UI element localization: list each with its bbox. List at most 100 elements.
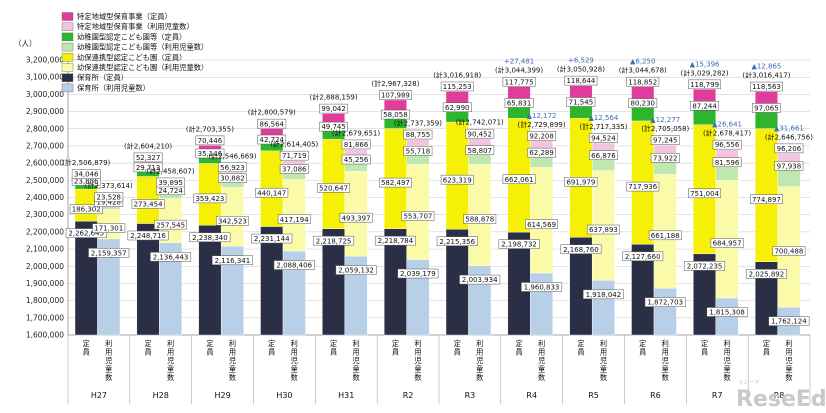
label-renkei-cap: 623,319 — [443, 176, 472, 184]
bar-type-char: 童 — [785, 365, 792, 374]
bar-type-char: 定 — [454, 339, 461, 348]
label-renkei-use: 417,194 — [280, 216, 309, 224]
legend-swatch — [61, 32, 74, 42]
bar-type-char: 員 — [206, 348, 213, 357]
label-renkei-cap: 774,897 — [752, 196, 781, 204]
bar-type-char: 児 — [105, 356, 112, 365]
label-yochien-use: 45,256 — [344, 156, 369, 164]
label-renkei-cap: 582,497 — [381, 179, 410, 187]
bar-type-label-use: 利用児童数 — [723, 339, 730, 382]
label-hoiku-cap-box — [684, 261, 726, 271]
change-label-use: ▲12,277 — [650, 116, 680, 124]
y-tick-label: 2,900,000 — [26, 107, 64, 116]
total-label-cap: (計2,703,355) — [186, 124, 234, 133]
label-yochien-cap-box — [133, 162, 163, 173]
label-tokutei-cap: 117,775 — [505, 78, 534, 86]
total-label-cap: (計2,888,159) — [310, 93, 358, 102]
legend-swatch — [61, 63, 74, 72]
label-yochien-cap: 35,146 — [198, 150, 223, 158]
label-renkei-use: 342,523 — [218, 217, 247, 225]
bar-type-label-use: 利用児童数 — [785, 339, 792, 382]
bar-yochien-use — [653, 161, 677, 175]
label-hoiku-use: 1,762,124 — [771, 318, 807, 326]
label-hoiku-cap-box — [374, 235, 416, 246]
change-label-cap: ▲15,396 — [690, 60, 720, 68]
total-label-use: (計2,546,669) — [208, 151, 256, 160]
bar-type-label-cap: 定員 — [83, 339, 90, 357]
label-yochien-use-box — [712, 157, 742, 167]
label-hoiku-use: 2,003,934 — [462, 276, 498, 284]
bar-type-label-cap: 定員 — [763, 339, 770, 357]
bar-type-char: 童 — [352, 365, 359, 374]
bar-type-char: 員 — [454, 348, 461, 357]
bar-type-label-cap: 定員 — [330, 339, 337, 357]
bar-type-char: 童 — [600, 365, 607, 374]
category-label: H29 — [214, 391, 230, 400]
legend-entry: 幼保連携型認定こども園（定員） — [77, 53, 186, 62]
bar-hoiku-use — [591, 280, 615, 336]
label-tokutei-use-box — [589, 133, 618, 143]
bar-type-char: 利 — [167, 339, 174, 348]
label-renkei-cap-box — [626, 181, 660, 192]
label-tokutei-use: 96,556 — [715, 141, 740, 149]
total-label-cap: (計2,800,579) — [248, 108, 296, 117]
bar-type-char: 定 — [763, 339, 770, 348]
label-renkei-use-box — [710, 238, 744, 248]
label-tokutei-use-box — [712, 139, 742, 150]
watermark-logo-subtext: リシード — [738, 380, 760, 386]
label-yochien-cap: 87,244 — [692, 102, 717, 110]
label-hoiku-use-box — [768, 316, 810, 326]
label-renkei-use-box — [648, 230, 682, 241]
label-yochien-use-box — [527, 147, 556, 158]
label-yochien-cap: 97,065 — [754, 105, 779, 113]
label-yochien-use-box — [774, 161, 804, 171]
bar-type-char: 利 — [105, 339, 112, 348]
label-yochien-cap-box — [566, 97, 596, 107]
category-label: R3 — [465, 391, 476, 400]
label-yochien-cap: 49,745 — [321, 123, 346, 131]
bar-type-char: 定 — [330, 339, 337, 348]
bar-type-char: 用 — [291, 348, 298, 357]
bar-type-char: 定 — [701, 339, 708, 348]
bar-type-char: 用 — [785, 348, 792, 357]
label-hoiku-cap-box — [65, 228, 107, 238]
category-label: H30 — [276, 391, 292, 400]
label-hoiku-cap-box — [622, 251, 664, 262]
label-renkei-cap: 717,936 — [628, 183, 657, 191]
bar-hoiku-use — [653, 287, 677, 336]
total-label-use: (計2,737,359) — [394, 119, 442, 128]
label-hoiku-cap-box — [560, 244, 602, 254]
label-hoiku-cap-box — [127, 230, 169, 241]
bar-type-char: 定 — [144, 339, 151, 348]
bar-type-char: 利 — [785, 339, 792, 348]
label-hoiku-use: 2,059,132 — [338, 267, 374, 275]
label-hoiku-use-box — [521, 282, 563, 292]
change-label-cap: ▲6,250 — [630, 58, 655, 66]
label-renkei-use: 588,878 — [465, 216, 494, 224]
label-renkei-use: 171,301 — [94, 225, 123, 233]
label-tokutei-cap-box — [378, 90, 412, 100]
bar-yochien-use — [777, 169, 801, 187]
label-tokutei-use-box — [650, 135, 680, 145]
label-hoiku-cap: 2,127,660 — [625, 253, 661, 261]
category-label: H27 — [91, 391, 107, 400]
bar-type-char: 用 — [352, 348, 359, 357]
y-tick-label: 2,800,000 — [26, 124, 64, 133]
label-hoiku-use: 2,088,406 — [276, 262, 312, 270]
label-yochien-cap: 62,990 — [445, 104, 470, 112]
bar-type-char: 定 — [515, 339, 522, 348]
bar-type-char: 員 — [144, 348, 151, 357]
label-renkei-cap: 520,647 — [319, 185, 348, 193]
label-tokutei-use: 39,895 — [158, 179, 183, 187]
label-yochien-use: 19,428 — [97, 199, 122, 207]
label-tokutei-use-box — [94, 192, 124, 202]
bar-type-char: 員 — [701, 348, 708, 357]
label-hoiku-use-box — [88, 248, 130, 258]
bar-type-char: 数 — [229, 373, 236, 382]
bar-type-char: 童 — [105, 365, 112, 374]
legend-entry: 特定地域型保育事業（定員） — [77, 12, 172, 21]
bar-type-label-cap: 定員 — [144, 339, 151, 357]
label-yochien-use: 73,922 — [653, 154, 678, 162]
label-hoiku-cap-box — [436, 236, 478, 246]
label-hoiku-use-box — [459, 274, 501, 285]
